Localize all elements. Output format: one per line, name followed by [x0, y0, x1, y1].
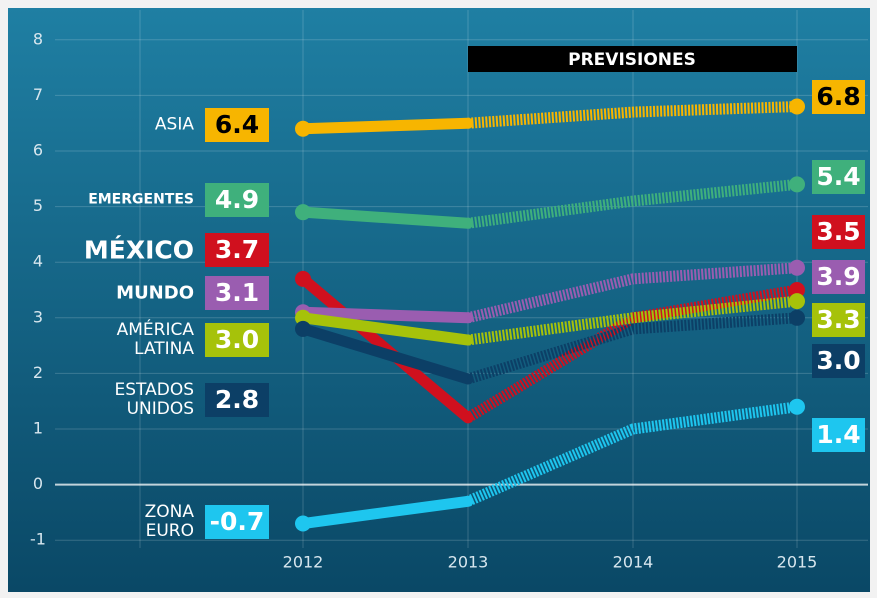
value-label-box: [205, 383, 269, 417]
point: [789, 309, 805, 326]
value-label: 1.4: [816, 420, 860, 449]
value-label-box: [812, 80, 865, 114]
y-tick-label: 1: [33, 419, 43, 438]
value-label: -0.7: [210, 507, 265, 536]
value-label: 2.8: [215, 385, 259, 414]
value-label-box: [205, 233, 269, 267]
value-label-box: [205, 108, 269, 142]
x-tick-label: 2013: [448, 553, 489, 572]
value-label: 5.4: [816, 162, 860, 191]
point: [295, 204, 311, 221]
forecast-line: [467, 295, 798, 346]
series-line: [297, 306, 474, 324]
x-tick-label: 2012: [283, 553, 324, 572]
value-label-box: [812, 215, 865, 249]
series-label: MUNDO: [116, 282, 194, 304]
y-tick-label: -1: [30, 530, 46, 549]
value-label-box: [205, 505, 269, 539]
series-line: [297, 117, 474, 135]
series-line: [297, 312, 474, 346]
forecast-line: [466, 262, 798, 324]
series-line: [297, 206, 474, 229]
point: [295, 270, 311, 287]
point: [789, 398, 805, 415]
value-label-box: [812, 303, 865, 337]
series-label: ZONA EURO: [144, 502, 194, 541]
value-label: 3.3: [816, 305, 860, 334]
series-label: AMÉRICA LATINA: [116, 320, 194, 359]
x-tick-label: 2015: [777, 553, 818, 572]
value-label: 6.4: [215, 110, 259, 139]
series-label: MÉXICO: [83, 235, 194, 265]
value-label-box: [812, 344, 865, 378]
forecast-line: [467, 178, 798, 229]
value-label: 4.9: [215, 185, 259, 214]
forecast-line: [466, 312, 798, 385]
point: [295, 515, 311, 532]
value-label: 3.0: [816, 346, 860, 375]
annotation-box: [468, 46, 797, 72]
point: [789, 282, 805, 298]
series-label: ASIA: [154, 114, 194, 135]
value-label-box: [812, 260, 865, 294]
value-label-box: [205, 276, 269, 310]
point: [789, 259, 805, 276]
value-label-box: [205, 323, 269, 357]
series-line: [297, 323, 474, 385]
value-label-box: [205, 183, 269, 217]
series-label: EMERGENTES: [88, 191, 194, 208]
y-tick-label: 0: [33, 474, 43, 493]
value-label-box: [812, 418, 865, 452]
forecast-line: [467, 101, 798, 129]
point: [789, 98, 805, 115]
value-label: 3.1: [215, 278, 259, 307]
y-tick-label: 8: [33, 29, 43, 48]
series-label: ESTADOS UNIDOS: [114, 380, 195, 419]
y-tick-label: 6: [33, 141, 43, 160]
value-label: 3.9: [816, 262, 860, 291]
point: [295, 309, 311, 326]
value-label: 6.8: [816, 82, 860, 111]
series-line: [297, 495, 474, 530]
value-label: 3.5: [816, 217, 860, 246]
annotation: PREVISIONES: [568, 50, 696, 70]
y-tick-label: 4: [33, 252, 43, 271]
point: [789, 176, 805, 193]
point: [295, 120, 311, 137]
value-label: 3.0: [215, 325, 259, 354]
value-label-box: [812, 160, 865, 194]
x-tick-label: 2014: [613, 553, 654, 572]
forecast-line: [465, 401, 798, 507]
point: [295, 320, 311, 337]
y-tick-label: 7: [33, 85, 43, 104]
y-tick-label: 5: [33, 196, 43, 215]
value-label: 3.7: [215, 235, 259, 264]
point: [789, 293, 805, 310]
y-tick-label: 2: [33, 363, 43, 382]
y-tick-label: 3: [33, 307, 43, 326]
